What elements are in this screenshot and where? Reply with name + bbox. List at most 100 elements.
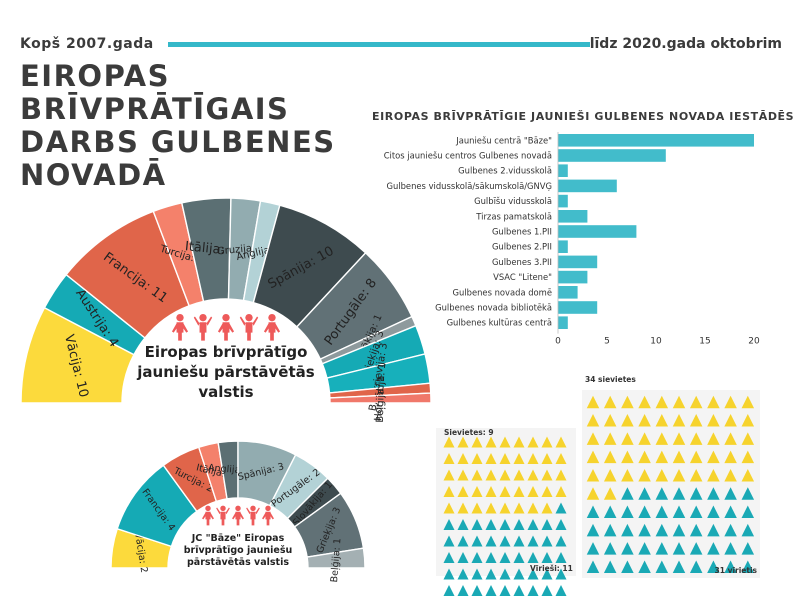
male-count-label: 31 vīrietis — [715, 566, 758, 575]
female-symbol — [555, 436, 567, 448]
male-symbol — [485, 552, 497, 563]
female-symbol — [638, 395, 651, 409]
bar-category-label: Gulbenes 3.PII — [492, 257, 552, 267]
pie-slice-label: Beļģija: 1 — [375, 376, 387, 423]
male-symbol — [689, 542, 703, 555]
female-symbol — [672, 395, 686, 409]
since-label: Kopš 2007.gada — [20, 36, 154, 52]
female-symbol — [724, 395, 737, 409]
female-symbol — [689, 468, 703, 482]
male-symbol — [443, 568, 455, 580]
female-symbol — [443, 486, 455, 497]
female-symbol — [741, 414, 755, 427]
bar-category-label: Gulbenes 2.PII — [492, 242, 552, 252]
bar-category-label: Citos jauniešu centros Gulbenes novadā — [384, 151, 552, 161]
person-icon — [217, 313, 235, 341]
bar — [558, 270, 588, 284]
institutions-bar-chart: Jauniešu centrā "Bāze" Citos jauniešu cen… — [384, 132, 760, 347]
bar — [558, 210, 588, 223]
bar — [558, 286, 578, 299]
pie-center-title: Eiropas brīvprātīgo — [145, 343, 308, 361]
male-symbol — [527, 552, 539, 563]
title-line: NOVADĀ — [20, 158, 167, 192]
male-symbol — [485, 568, 497, 580]
male-symbol — [689, 560, 703, 573]
header-divider — [168, 42, 590, 47]
pie-center-title: pārstāvētās valstis — [187, 557, 289, 568]
male-symbol — [443, 585, 455, 596]
pictogram-panel — [436, 428, 576, 576]
male-symbol — [555, 535, 567, 547]
male-symbol — [555, 502, 567, 514]
pie-slice-label: Itālija: 5 — [184, 239, 238, 259]
male-count-label: Vīrieši: 11 — [530, 564, 573, 573]
bar-tick-label: 5 — [604, 337, 610, 347]
female-symbol — [638, 468, 651, 482]
female-symbol — [586, 395, 600, 409]
male-symbol — [527, 519, 539, 530]
female-symbol — [541, 502, 553, 514]
male-symbol — [741, 560, 755, 573]
female-symbol — [655, 414, 669, 427]
male-symbol — [443, 552, 455, 563]
female-symbol — [541, 469, 553, 481]
female-symbol — [471, 436, 483, 448]
female-symbol — [527, 502, 539, 514]
male-symbol — [471, 568, 483, 580]
male-symbol — [672, 542, 686, 555]
male-symbol — [655, 505, 669, 519]
female-symbol — [443, 436, 455, 448]
male-symbol — [485, 585, 497, 596]
male-symbol — [724, 542, 737, 555]
female-symbol — [485, 469, 497, 481]
female-symbol — [707, 450, 720, 464]
bar — [558, 255, 598, 269]
pie-slice-label: Horvātija: 1 — [373, 362, 388, 421]
male-symbol — [541, 535, 553, 547]
female-symbol — [471, 502, 483, 514]
female-symbol — [457, 436, 469, 448]
male-symbol — [655, 523, 669, 537]
female-symbol — [485, 436, 497, 448]
pie-slice — [329, 392, 432, 404]
male-symbol — [638, 505, 651, 519]
female-symbol — [724, 468, 737, 482]
bar — [558, 179, 617, 193]
female-symbol — [603, 450, 617, 464]
male-symbol — [499, 568, 511, 580]
title-line: EIROPAS BRĪVPRĀTĪGAIS — [20, 59, 290, 126]
male-symbol — [513, 568, 525, 580]
female-symbol — [724, 432, 737, 445]
male-symbol — [443, 535, 455, 547]
male-symbol — [586, 542, 600, 555]
male-symbol — [689, 505, 703, 519]
male-symbol — [603, 505, 617, 519]
female-symbol — [527, 469, 539, 481]
female-symbol — [499, 436, 511, 448]
male-symbol — [499, 552, 511, 563]
male-symbol — [555, 568, 567, 580]
female-symbol — [457, 453, 469, 464]
male-symbol — [555, 585, 567, 596]
male-symbol — [638, 523, 651, 537]
female-symbol — [457, 486, 469, 497]
male-symbol — [724, 487, 737, 500]
male-symbol — [655, 542, 669, 555]
person-icon — [263, 313, 281, 341]
female-symbol — [527, 436, 539, 448]
female-symbol — [586, 468, 600, 482]
female-symbol — [541, 453, 553, 464]
female-symbol — [655, 432, 669, 445]
female-symbol — [499, 453, 511, 464]
male-symbol — [541, 552, 553, 563]
female-symbol — [555, 453, 567, 464]
person-icon — [239, 313, 259, 341]
male-symbol — [707, 523, 720, 537]
female-symbol — [689, 450, 703, 464]
bar — [558, 316, 568, 329]
bar-category-label: Tirzas pamatskolā — [475, 211, 552, 221]
male-symbol — [555, 519, 567, 530]
male-symbol — [672, 560, 686, 573]
female-symbol — [513, 453, 525, 464]
male-symbol — [541, 568, 553, 580]
